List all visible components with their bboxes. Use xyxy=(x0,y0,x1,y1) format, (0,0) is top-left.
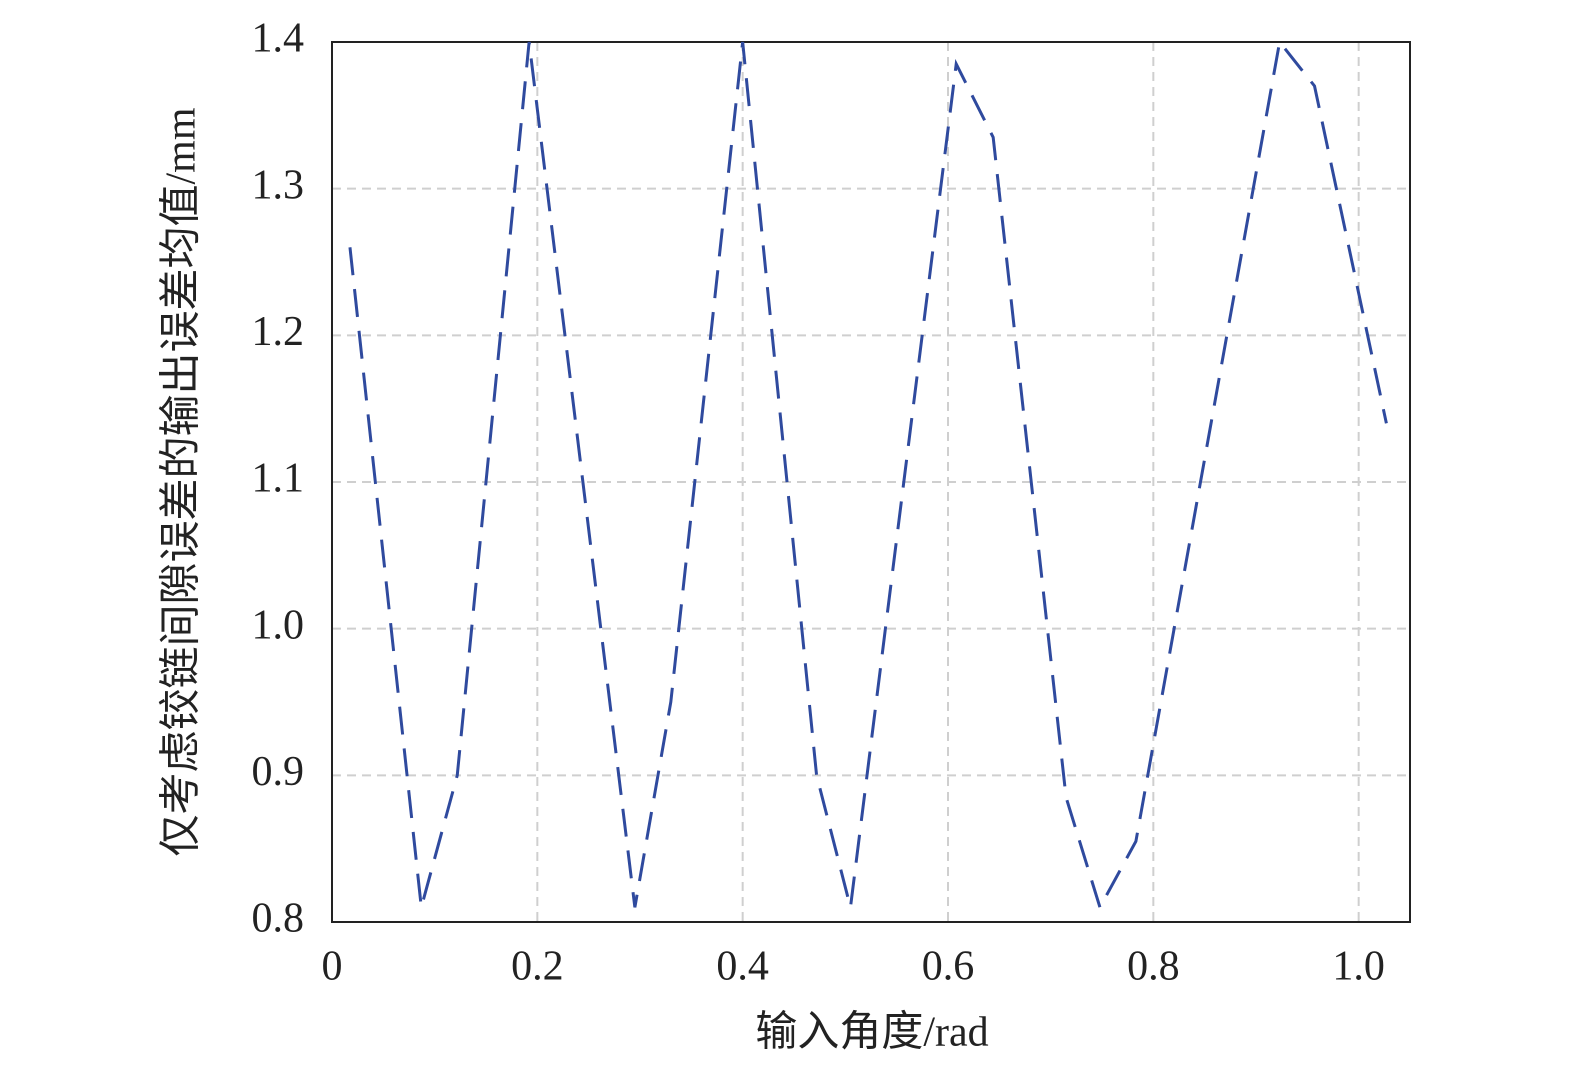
plot-frame xyxy=(331,41,1411,923)
y-tick-label: 1.2 xyxy=(252,309,305,355)
y-tick-label: 1.1 xyxy=(252,456,305,502)
y-tick-label: 1.0 xyxy=(252,602,305,648)
y-tick-label: 1.3 xyxy=(252,162,305,208)
y-tick-label: 0.8 xyxy=(252,896,305,942)
y-tick-label: 0.9 xyxy=(252,749,305,795)
x-tick-label: 1.0 xyxy=(1332,944,1385,990)
x-tick-label: 0.2 xyxy=(511,944,564,990)
x-tick-label: 0.8 xyxy=(1127,944,1180,990)
x-axis-label: 输入角度/rad xyxy=(755,1010,988,1056)
x-tick-label: 0.4 xyxy=(716,944,769,990)
y-tick-label: 1.4 xyxy=(252,16,305,62)
x-tick-label: 0.6 xyxy=(922,944,975,990)
y-axis-label: 仅考虑铰链间隙误差的输出误差均值/mm xyxy=(158,107,205,856)
data-line xyxy=(348,38,1388,912)
x-tick-label: 0 xyxy=(322,944,343,990)
